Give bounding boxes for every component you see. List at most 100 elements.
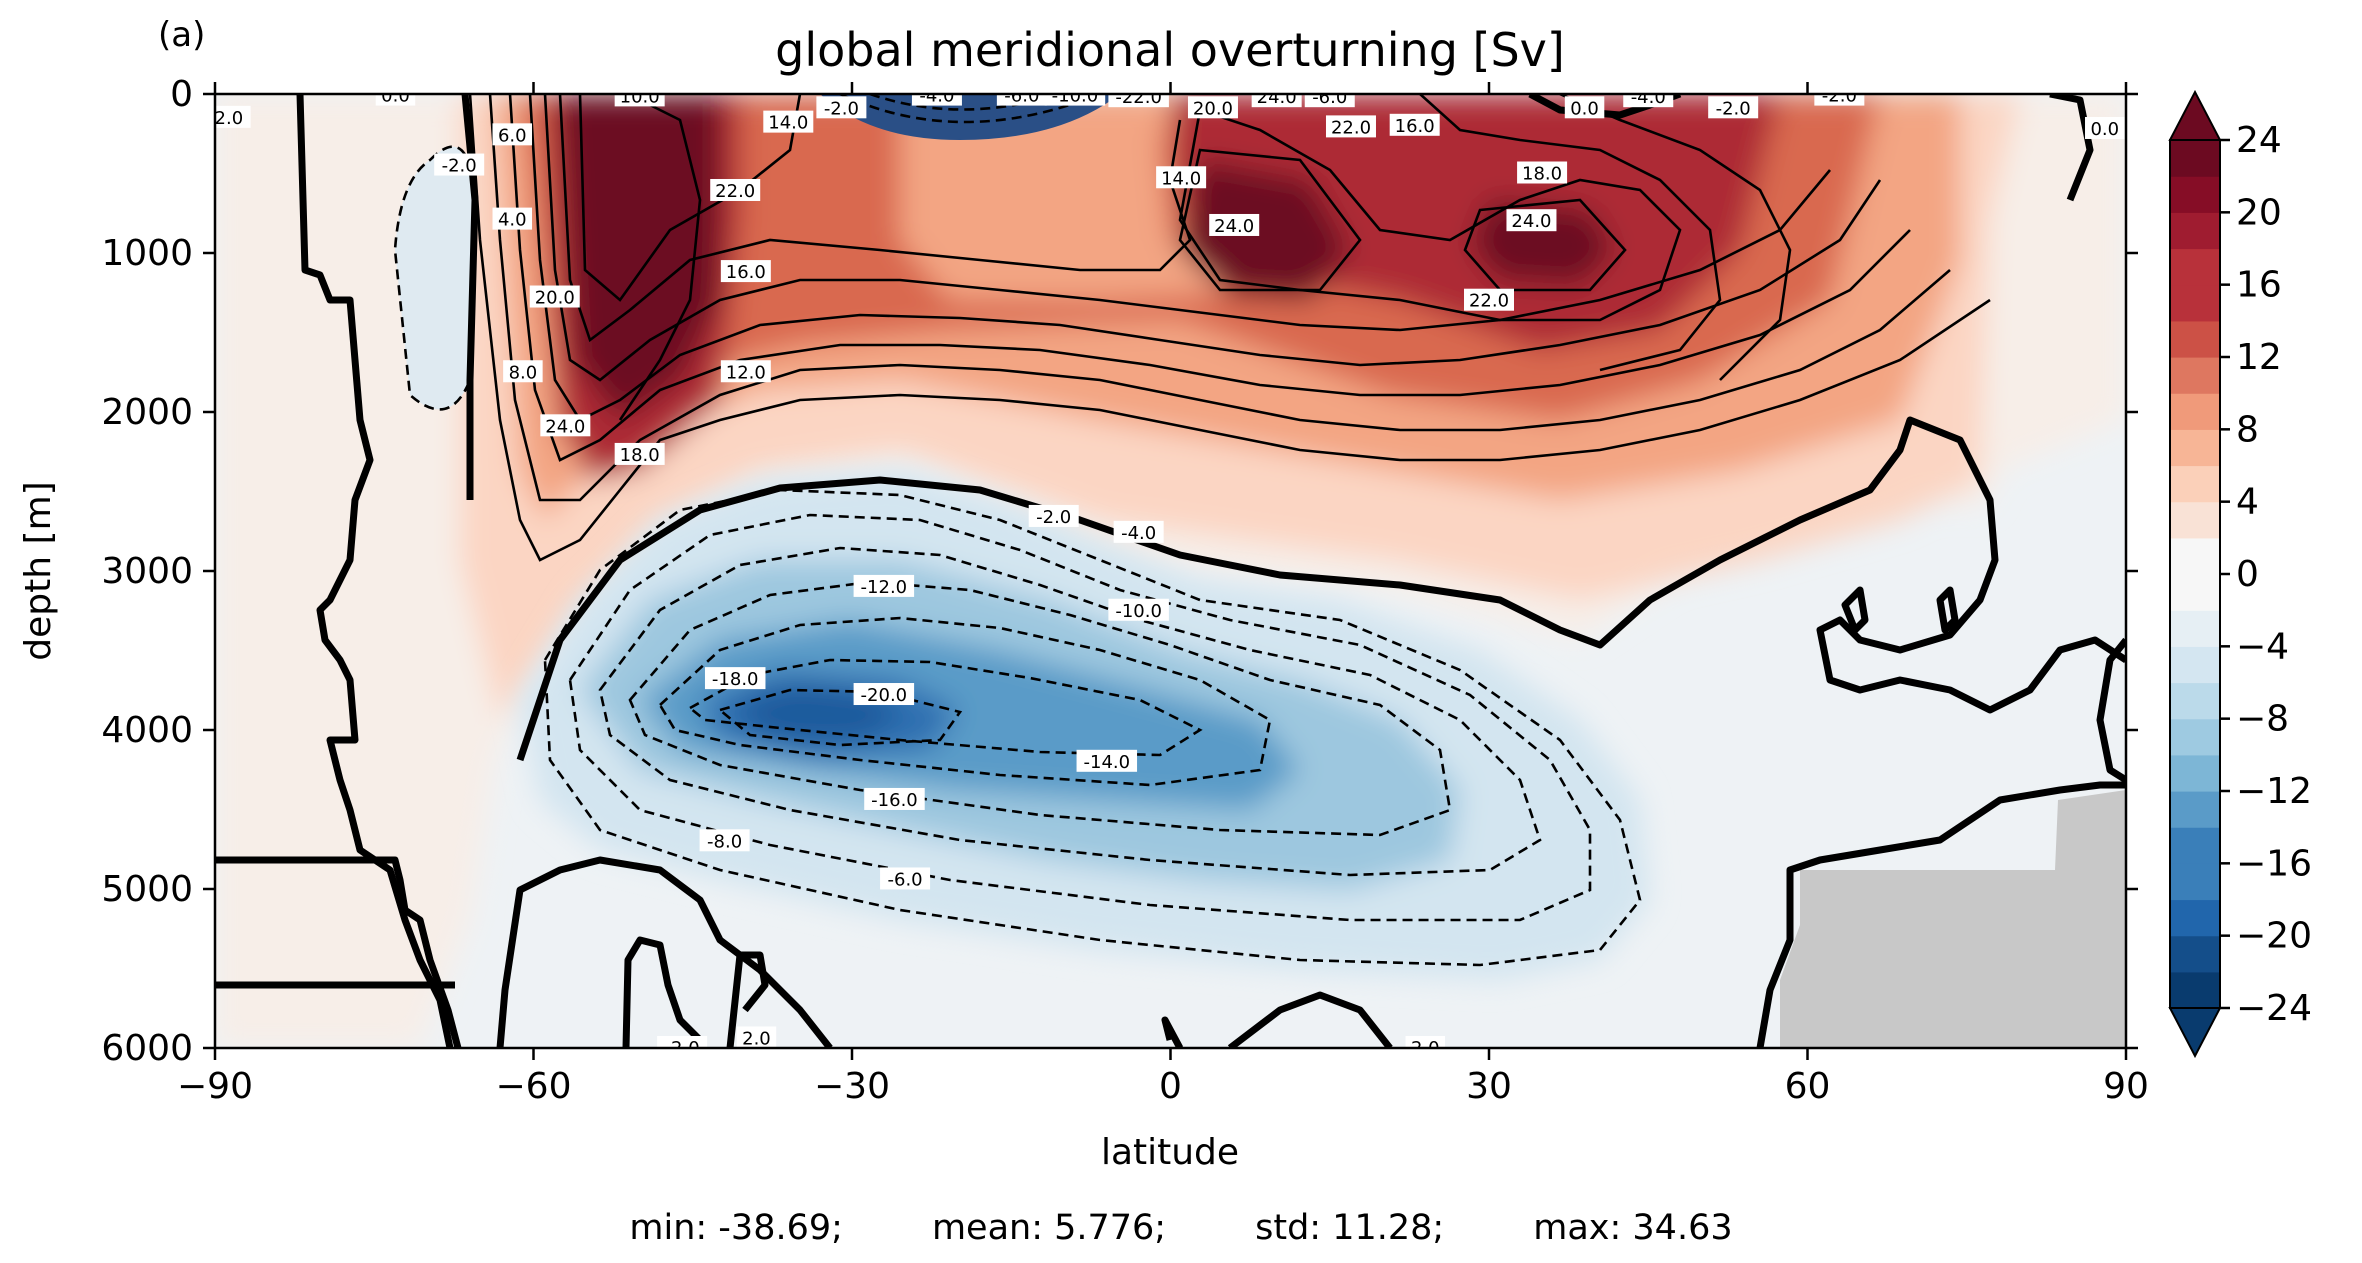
contour-label-text: -2.0 bbox=[1822, 86, 1857, 107]
colorbar-tick-label: 24 bbox=[2236, 120, 2282, 161]
zero-contour-islet bbox=[726, 951, 769, 1048]
contour-label-text: 0.0 bbox=[1570, 98, 1599, 119]
summary-stats: min: -38.69; mean: 5.776; std: 11.28; ma… bbox=[0, 1208, 2362, 1248]
y-tick-label: 0 bbox=[170, 74, 193, 115]
colorbar-swatch bbox=[2170, 899, 2220, 937]
contour-label-box bbox=[911, 94, 962, 106]
contour-label-text: 14.0 bbox=[1161, 168, 1201, 189]
contour-label-text: -2.0 bbox=[824, 98, 859, 119]
contour-label-box bbox=[1506, 209, 1557, 232]
contour-label-box bbox=[1325, 115, 1376, 138]
contour-label-box bbox=[1209, 213, 1260, 236]
contour-label: 14.0 bbox=[763, 110, 814, 134]
dashed-contour bbox=[717, 688, 963, 747]
contour-label-text: -10.0 bbox=[1052, 86, 1099, 107]
contour-label-text: 2.0 bbox=[1411, 1038, 1440, 1059]
contour-label-text: -14.0 bbox=[1084, 752, 1131, 773]
contour-label: 0.0 bbox=[1564, 96, 1605, 119]
stat-max: max: 34.63 bbox=[1533, 1208, 1733, 1248]
contour-label-text: -6.0 bbox=[888, 869, 923, 890]
x-tick-label: −30 bbox=[814, 1066, 890, 1107]
colorbar-swatch bbox=[2170, 465, 2220, 503]
y-tick-label: 3000 bbox=[101, 551, 193, 592]
contour-line bbox=[558, 94, 1192, 343]
contour-label-box bbox=[434, 153, 485, 176]
contour-label: 18.0 bbox=[614, 442, 665, 466]
contour-label-text: -4.0 bbox=[919, 86, 954, 107]
x-tick-label: 0 bbox=[1159, 1066, 1182, 1107]
contour-label-box bbox=[492, 207, 533, 230]
contour-label-box bbox=[614, 442, 665, 465]
contour-label-text: 24.0 bbox=[545, 416, 585, 437]
colorbar-tick-label: 4 bbox=[2236, 482, 2259, 523]
contour-label-text: 22.0 bbox=[715, 181, 755, 202]
contour-label-box bbox=[1108, 94, 1169, 108]
colorbar-extend-min bbox=[2168, 1007, 2222, 1059]
colorbar-tick-label: −24 bbox=[2236, 988, 2312, 1029]
contour-label: 0.0 bbox=[2085, 116, 2125, 140]
contour-line bbox=[508, 94, 1911, 462]
zero-contour-surface-left bbox=[461, 94, 479, 500]
zero-contour-surface-top bbox=[2049, 94, 2094, 202]
colorbar-swatch bbox=[2170, 827, 2220, 864]
contour-label: -22.0 bbox=[1108, 87, 1169, 108]
contour-label-box bbox=[2085, 116, 2125, 139]
colorbar-swatch bbox=[2170, 610, 2220, 647]
contour-label-box bbox=[1405, 1036, 1446, 1048]
contour-label: -2.0 bbox=[657, 1036, 708, 1048]
contour-label-text: -2.0 bbox=[208, 108, 243, 129]
contour-label-text: 22.0 bbox=[1469, 291, 1509, 312]
dashed-contour bbox=[839, 94, 1101, 124]
dashed-contour bbox=[658, 616, 1272, 787]
x-tick-label: 60 bbox=[1785, 1066, 1831, 1107]
contour-label-text: 12.0 bbox=[726, 362, 766, 383]
colorbar-swatch bbox=[2170, 320, 2220, 358]
contour-label-text: 14.0 bbox=[768, 113, 808, 134]
contour-label-text: 20.0 bbox=[1193, 98, 1233, 119]
colorbar-tick-label: 8 bbox=[2236, 409, 2259, 450]
contour-label: 12.0 bbox=[720, 360, 771, 383]
contour-label: -14.0 bbox=[1076, 749, 1138, 773]
contour-label-box bbox=[736, 1026, 777, 1048]
contour-label-box bbox=[1251, 94, 1302, 108]
colorbar-swatch bbox=[2170, 863, 2220, 901]
colorbar-tick-label: −8 bbox=[2236, 699, 2289, 740]
contour-label-box bbox=[996, 94, 1047, 106]
contour-label: -6.0 bbox=[880, 867, 931, 890]
x-axis-label: latitude bbox=[1101, 1132, 1239, 1173]
contour-label-box bbox=[864, 787, 925, 810]
contour-label-box bbox=[710, 178, 761, 201]
y-axis-label: depth [m] bbox=[18, 481, 59, 660]
plot-area: 10.0 14.0 -2.0 -4.0 -6.0 -10.0 -22.0 20.0 24.0 -6… bbox=[208, 86, 2126, 1059]
contour-label: -2.0 bbox=[434, 153, 485, 177]
colorbar-swatch bbox=[2170, 754, 2220, 792]
contour-label: 4.0 bbox=[492, 207, 533, 231]
contour-label: -20.0 bbox=[853, 683, 915, 706]
contour-label: -10.0 bbox=[1108, 598, 1169, 622]
contour-label-text: 18.0 bbox=[620, 445, 660, 466]
x-tick-label: −60 bbox=[496, 1066, 572, 1107]
contour-label: -2.0 bbox=[1814, 86, 1865, 107]
contour-label-box bbox=[1113, 520, 1164, 543]
colorbar-swatch bbox=[2170, 140, 2220, 177]
contour-label-box bbox=[1156, 166, 1207, 189]
contour-label: 16.0 bbox=[1389, 113, 1440, 137]
colorbar-tick-label: −16 bbox=[2236, 843, 2312, 884]
colorbar-swatch bbox=[2170, 429, 2220, 467]
contour-line bbox=[1463, 198, 1627, 292]
contour-label: -6.0 bbox=[996, 94, 1047, 107]
contour-label-text: -4.0 bbox=[1631, 87, 1666, 108]
zero-contour-islet bbox=[622, 936, 703, 1048]
colorbar-tick-label: 0 bbox=[2236, 554, 2259, 595]
contour-label-box bbox=[614, 94, 665, 107]
contour-label-box bbox=[1304, 94, 1355, 108]
contour-label-box bbox=[503, 360, 543, 383]
contour-label: -10.0 bbox=[1044, 86, 1106, 107]
contour-label-text: -22.0 bbox=[1115, 87, 1162, 108]
contour-label-text: -20.0 bbox=[861, 685, 908, 706]
contour-label: 2.0 bbox=[736, 1026, 777, 1048]
contour-label-text: -2.0 bbox=[1716, 98, 1751, 119]
colorbar-tick-label: −4 bbox=[2236, 626, 2289, 667]
contour-label-text: 8.0 bbox=[509, 362, 538, 383]
dashed-contour bbox=[543, 488, 1642, 967]
